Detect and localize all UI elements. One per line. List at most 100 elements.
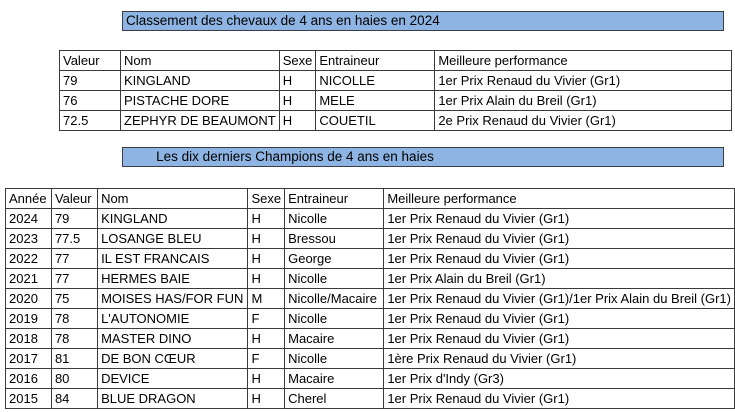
table-cell: IL EST FRANCAIS xyxy=(97,248,249,269)
table-cell: MELE xyxy=(315,90,436,111)
column-header-cell: Meilleure performance xyxy=(383,188,735,209)
column-header-cell: Entraineur xyxy=(284,188,385,209)
header-row: Valeur Nom Sexe Entraineur Meilleure perform… xyxy=(59,50,733,71)
table-cell: NICOLLE xyxy=(315,70,436,91)
table-cell: H xyxy=(278,70,317,91)
table-row: 2021 77 HERMES BAIE H Nicolle 1er Prix Alain … xyxy=(5,268,735,289)
table-row: 2017 81 DE BON CŒUR F Nicolle 1ère Prix Renau… xyxy=(5,348,735,369)
table-cell: COUETIL xyxy=(315,110,436,131)
table-cell: F xyxy=(247,308,286,329)
table2-title-bar: Les dix derniers Champions de 4 ans en h… xyxy=(122,147,724,167)
table-cell: KINGLAND xyxy=(97,208,249,229)
table-cell: 80 xyxy=(50,368,99,389)
table-cell: Macaire xyxy=(284,368,385,389)
table-cell: H xyxy=(247,208,286,229)
table-cell: 1er Prix Renaud du Vivier (Gr1) xyxy=(434,70,733,91)
table-cell: 79 xyxy=(59,70,121,91)
table-cell: George xyxy=(284,248,385,269)
table-cell: DE BON CŒUR xyxy=(97,348,249,369)
column-header-cell: Sexe xyxy=(278,50,317,71)
table-cell: Cherel xyxy=(284,388,385,409)
table-row: 2022 77 IL EST FRANCAIS H George 1er Prix Ren… xyxy=(5,248,735,269)
table-cell: 78 xyxy=(50,308,99,329)
table-cell: 81 xyxy=(50,348,99,369)
table-cell: 79 xyxy=(50,208,99,229)
column-header-cell: Entraineur xyxy=(315,50,436,71)
table-cell: 2015 xyxy=(5,388,52,409)
table-cell: 1er Prix Renaud du Vivier (Gr1) xyxy=(383,208,735,229)
table-cell: H xyxy=(278,110,317,131)
table-cell: H xyxy=(278,90,317,111)
header-row: Année Valeur Nom Sexe Entraineur Meilleure pe… xyxy=(5,188,735,209)
table-cell: H xyxy=(247,268,286,289)
table-cell: MASTER DINO xyxy=(97,328,249,349)
table-cell: 2024 xyxy=(5,208,52,229)
table-row: 2016 80 DEVICE H Macaire 1er Prix d'Indy (Gr3… xyxy=(5,368,735,389)
table-cell: M xyxy=(247,288,286,309)
table-cell: 77 xyxy=(50,268,99,289)
table-row: 2015 84 BLUE DRAGON H Cherel 1er Prix Renaud … xyxy=(5,388,735,409)
table-cell: DEVICE xyxy=(97,368,249,389)
table-cell: 1er Prix Renaud du Vivier (Gr1) xyxy=(383,308,735,329)
table2-title: Les dix derniers Champions de 4 ans en h… xyxy=(156,149,434,164)
table-row: 2020 75 MOISES HAS/FOR FUN M Nicolle/Macaire… xyxy=(5,288,735,309)
table-cell: 1er Prix Renaud du Vivier (Gr1) xyxy=(383,388,735,409)
table-cell: 1er Prix Renaud du Vivier (Gr1)/1er Prix… xyxy=(383,288,735,309)
table-cell: 1er Prix Alain du Breil (Gr1) xyxy=(383,268,735,289)
table-cell: 77 xyxy=(50,248,99,269)
table-cell: 72.5 xyxy=(59,110,121,131)
column-header-cell: Valeur xyxy=(59,50,121,71)
table-cell: H xyxy=(247,368,286,389)
table-cell: Nicolle xyxy=(284,348,385,369)
table-cell: 2016 xyxy=(5,368,52,389)
table-cell: H xyxy=(247,388,286,409)
table1-title-bar: Classement des chevaux de 4 ans en haies… xyxy=(122,11,724,31)
table-cell: 2019 xyxy=(5,308,52,329)
table-cell: 1er Prix Renaud du Vivier (Gr1) xyxy=(383,228,735,249)
table-cell: PISTACHE DORE xyxy=(120,90,280,111)
table-cell: H xyxy=(247,328,286,349)
table-cell: Bressou xyxy=(284,228,385,249)
table-cell: Nicolle xyxy=(284,208,385,229)
table-cell: 76 xyxy=(59,90,121,111)
column-header-cell: Meilleure performance xyxy=(434,50,733,71)
table-cell: H xyxy=(247,228,286,249)
table-cell: 75 xyxy=(50,288,99,309)
table-cell: 1ère Prix Renaud du Vivier (Gr1) xyxy=(383,348,735,369)
table-cell: Macaire xyxy=(284,328,385,349)
table-cell: 2020 xyxy=(5,288,52,309)
table-cell: 78 xyxy=(50,328,99,349)
table-cell: F xyxy=(247,348,286,369)
table-cell: L'AUTONOMIE xyxy=(97,308,249,329)
table-row: 79 KINGLAND H NICOLLE 1er Prix Renaud du Viv… xyxy=(59,70,733,91)
table-cell: 2017 xyxy=(5,348,52,369)
table-cell: H xyxy=(247,248,286,269)
table-cell: 1er Prix Alain du Breil (Gr1) xyxy=(434,90,733,111)
table-cell: KINGLAND xyxy=(120,70,280,91)
column-header-cell: Sexe xyxy=(247,188,286,209)
table-cell: 1er Prix Renaud du Vivier (Gr1) xyxy=(383,248,735,269)
table-row: 72.5 ZEPHYR DE BEAUMONT H COUETIL 2e Prix Re… xyxy=(59,110,733,131)
table-cell: 2021 xyxy=(5,268,52,289)
table-cell: Nicolle/Macaire xyxy=(284,288,385,309)
table-cell: 2022 xyxy=(5,248,52,269)
table-cell: 84 xyxy=(50,388,99,409)
table-cell: 2023 xyxy=(5,228,52,249)
table1-title: Classement des chevaux de 4 ans en haies… xyxy=(126,13,440,28)
table-row: 2018 78 MASTER DINO H Macaire 1er Prix Renaud… xyxy=(5,328,735,349)
table-cell: ZEPHYR DE BEAUMONT xyxy=(120,110,280,131)
table2-champions-history: Année Valeur Nom Sexe Entraineur Meilleure pe… xyxy=(5,188,735,409)
table-row: 2019 78 L'AUTONOMIE F Nicolle 1er Prix Renaud… xyxy=(5,308,735,329)
table-row: 76 PISTACHE DORE H MELE 1er Prix Alain du Br… xyxy=(59,90,733,111)
column-header-cell: Valeur xyxy=(50,188,99,209)
table-row: 2023 77.5 LOSANGE BLEU H Bressou 1er Prix Ren… xyxy=(5,228,735,249)
column-header-cell: Nom xyxy=(97,188,249,209)
table-cell: 77.5 xyxy=(50,228,99,249)
table-cell: MOISES HAS/FOR FUN xyxy=(97,288,249,309)
table-cell: 2018 xyxy=(5,328,52,349)
column-header-cell: Année xyxy=(5,188,52,209)
table-cell: Nicolle xyxy=(284,308,385,329)
table-cell: BLUE DRAGON xyxy=(97,388,249,409)
table-row: 2024 79 KINGLAND H Nicolle 1er Prix Renaud du… xyxy=(5,208,735,229)
